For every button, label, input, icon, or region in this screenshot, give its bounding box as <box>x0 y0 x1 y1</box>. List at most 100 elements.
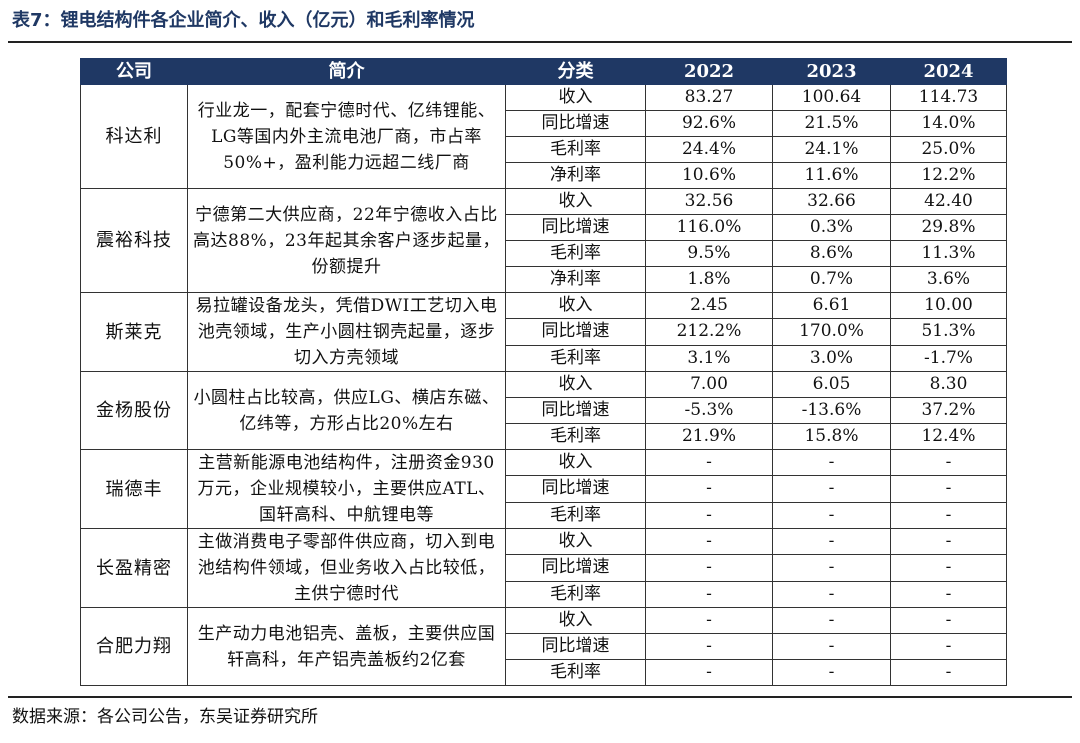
category-cell: 毛利率 <box>505 659 646 686</box>
header-desc: 简介 <box>187 58 506 85</box>
value-2024: 11.3% <box>890 240 1007 267</box>
value-2023: 0.7% <box>772 266 891 293</box>
value-2022: - <box>645 475 773 503</box>
table-row: 金杨股份 小圆柱占比较高，供应LG、横店东磁、亿纬等，方形占比20%左右 收入 7.0… <box>80 371 1007 450</box>
table-row: 同比增速 116.0% 0.3% 29.8% <box>81 214 1007 241</box>
value-2022: 32.56 <box>645 188 773 215</box>
category-cell: 收入 <box>505 607 646 634</box>
value-2024: 29.8% <box>890 214 1007 241</box>
table-row: 斯莱克 易拉罐设备龙头，凭借DWI工艺切入电池壳领域，生产小圆柱钢壳起量，逐步切入… <box>80 291 1007 372</box>
category-cell: 收入 <box>505 291 646 320</box>
value-2024: 42.40 <box>890 188 1007 215</box>
company-description: 生产动力电池铝壳、盖板，主要供应国轩高科，年产铝壳盖板约2亿套 <box>187 607 506 686</box>
value-2022: - <box>645 580 773 609</box>
value-2023: - <box>772 475 891 503</box>
table-row: 科达利 行业龙一，配套宁德时代、亿纬锂能、LG等国内外主流电池厂商，市占率50%+… <box>80 84 1007 189</box>
company-description: 易拉罐设备龙头，凭借DWI工艺切入电池壳领域，生产小圆柱钢壳起量，逐步切入方壳领… <box>187 292 506 372</box>
value-2022: 1.8% <box>645 266 773 293</box>
table-row: 毛利率 3.1% 3.0% -1.7% <box>81 344 1007 373</box>
value-2022: 2.45 <box>645 291 773 320</box>
header-2023: 2023 <box>772 58 891 85</box>
table-row: 同比增速 92.6% 21.5% 14.0% <box>81 110 1007 137</box>
value-2023: 6.61 <box>772 291 891 320</box>
value-2024: - <box>890 448 1007 477</box>
value-2022: 24.4% <box>645 136 773 163</box>
company-name: 震裕科技 <box>80 188 188 293</box>
value-2022: - <box>645 501 773 530</box>
value-2022: - <box>645 554 773 582</box>
table-row: 长盈精密 主做消费电子零部件供应商，切入到电池结构件领域，但业务收入占比较低，主供… <box>80 527 1007 608</box>
category-cell: 同比增速 <box>505 397 646 424</box>
table-row: 毛利率 - - - <box>81 659 1007 686</box>
category-cell: 同比增速 <box>505 475 646 503</box>
category-cell: 收入 <box>505 371 646 398</box>
table-row: 震裕科技 宁德第二大供应商，22年宁德收入占比高达88%，23年起其余客户逐步起量… <box>80 188 1007 293</box>
value-2023: 0.3% <box>772 214 891 241</box>
category-cell: 毛利率 <box>505 423 646 450</box>
company-name: 科达利 <box>80 84 188 189</box>
table-row: 合肥力翔 生产动力电池铝壳、盖板，主要供应国轩高科，年产铝壳盖板约2亿套 收入 - - - <box>80 607 1007 686</box>
value-2023: - <box>772 633 891 660</box>
value-2022: 92.6% <box>645 110 773 137</box>
table-row: 同比增速 - - - <box>81 633 1007 660</box>
category-cell: 净利率 <box>505 162 646 189</box>
category-cell: 同比增速 <box>505 318 646 346</box>
value-2024: 12.2% <box>890 162 1007 189</box>
value-2024: 3.6% <box>890 266 1007 293</box>
value-2023: 3.0% <box>772 344 891 373</box>
value-2022: 10.6% <box>645 162 773 189</box>
value-2022: 212.2% <box>645 318 773 346</box>
category-cell: 同比增速 <box>505 110 646 137</box>
category-cell: 毛利率 <box>505 240 646 267</box>
company-name: 长盈精密 <box>80 528 188 608</box>
table-row: 同比增速 212.2% 170.0% 51.3% <box>81 318 1007 346</box>
header-category: 分类 <box>505 58 646 85</box>
source-note: 数据来源：各公司公告，东吴证券研究所 <box>12 707 318 727</box>
table-row: 毛利率 9.5% 8.6% 11.3% <box>81 240 1007 267</box>
category-cell: 净利率 <box>505 266 646 293</box>
value-2023: 6.05 <box>772 371 891 398</box>
value-2022: -5.3% <box>645 397 773 424</box>
value-2024: - <box>890 475 1007 503</box>
value-2022: - <box>645 659 773 686</box>
company-description: 主做消费电子零部件供应商，切入到电池结构件领域，但业务收入占比较低，主供宁德时代 <box>187 528 506 608</box>
value-2023: - <box>772 607 891 634</box>
table-row: 瑞德丰 主营新能源电池结构件，注册资金930万元，企业规模较小，主要供应ATL、国… <box>80 448 1007 529</box>
table-row: 净利率 10.6% 11.6% 12.2% <box>81 162 1007 189</box>
table-body: 科达利 行业龙一，配套宁德时代、亿纬锂能、LG等国内外主流电池厂商，市占率50%+… <box>80 84 1007 686</box>
value-2024: 51.3% <box>890 318 1007 346</box>
value-2024: - <box>890 527 1007 556</box>
category-cell: 收入 <box>505 188 646 215</box>
category-cell: 同比增速 <box>505 633 646 660</box>
value-2022: 83.27 <box>645 84 773 111</box>
value-2023: 170.0% <box>772 318 891 346</box>
value-2023: 21.5% <box>772 110 891 137</box>
value-2024: -1.7% <box>890 344 1007 373</box>
category-cell: 毛利率 <box>505 344 646 373</box>
value-2022: - <box>645 448 773 477</box>
value-2023: - <box>772 501 891 530</box>
value-2022: 9.5% <box>645 240 773 267</box>
value-2023: 32.66 <box>772 188 891 215</box>
value-2022: - <box>645 633 773 660</box>
value-2023: 100.64 <box>772 84 891 111</box>
value-2023: -13.6% <box>772 397 891 424</box>
table-row: 毛利率 - - - <box>81 580 1007 609</box>
value-2022: 116.0% <box>645 214 773 241</box>
value-2024: - <box>890 659 1007 686</box>
header-row: 公司 简介 分类 2022 2023 2024 <box>80 58 1007 85</box>
company-name: 金杨股份 <box>80 371 188 450</box>
value-2023: - <box>772 527 891 556</box>
value-2024: 114.73 <box>890 84 1007 111</box>
value-2024: 8.30 <box>890 371 1007 398</box>
company-name: 斯莱克 <box>80 292 188 372</box>
company-table: 公司 简介 分类 2022 2023 2024 科达利 行业龙一，配套宁德时代、亿… <box>80 58 1007 686</box>
company-description: 行业龙一，配套宁德时代、亿纬锂能、LG等国内外主流电池厂商，市占率50%+，盈利… <box>187 84 506 189</box>
company-description: 宁德第二大供应商，22年宁德收入占比高达88%，23年起其余客户逐步起量，份额提… <box>187 188 506 293</box>
value-2023: 24.1% <box>772 136 891 163</box>
company-name: 合肥力翔 <box>80 607 188 686</box>
value-2024: - <box>890 501 1007 530</box>
header-2024: 2024 <box>890 58 1007 85</box>
value-2024: 14.0% <box>890 110 1007 137</box>
value-2024: - <box>890 554 1007 582</box>
